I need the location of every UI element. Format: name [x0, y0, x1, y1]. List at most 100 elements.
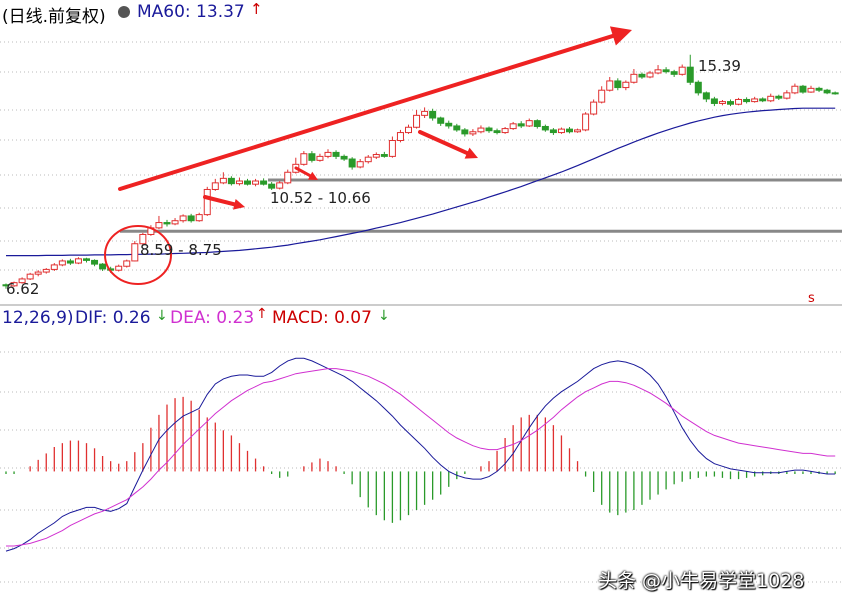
- signal-marker: s: [808, 291, 815, 306]
- candle-down: [670, 71, 678, 75]
- pullback-arrow-2-head: [307, 171, 318, 180]
- candle-down: [461, 129, 469, 135]
- dea-line: [6, 368, 836, 547]
- dea-arrow-icon: ↑: [256, 306, 268, 322]
- candle-up: [735, 98, 743, 105]
- candle-up: [791, 85, 799, 94]
- period-label: (日线.前复权): [2, 7, 106, 27]
- candle-up: [807, 87, 815, 93]
- candle-up: [219, 177, 227, 184]
- candle-down: [380, 154, 388, 157]
- macd-label: MACD: 0.07: [272, 308, 372, 328]
- candle-up: [252, 180, 260, 185]
- candle-up: [356, 161, 364, 168]
- candle-down: [348, 158, 356, 168]
- candle-up: [235, 180, 243, 185]
- ma60-arrow-icon: ↑: [250, 0, 263, 18]
- candle-down: [759, 98, 767, 102]
- candle-down: [799, 85, 807, 93]
- dif-line: [5, 357, 836, 552]
- candle-up: [630, 73, 638, 83]
- candle-down: [831, 92, 839, 95]
- candle-down: [686, 66, 694, 83]
- dea-label: DEA: 0.23: [170, 308, 255, 328]
- breakout-circle: [104, 225, 172, 285]
- candle-down: [702, 92, 710, 100]
- candle-up: [372, 154, 380, 158]
- candle-up: [678, 66, 686, 75]
- candle-up: [751, 98, 759, 103]
- candle-down: [163, 222, 171, 225]
- trend-arrow-head: [609, 26, 632, 46]
- candle-down: [66, 260, 74, 264]
- candle-down: [268, 183, 276, 189]
- candle-down: [727, 101, 734, 105]
- candle-up: [58, 260, 66, 266]
- candle-down: [340, 155, 348, 160]
- candle-up: [155, 222, 163, 229]
- candle-down: [429, 110, 437, 119]
- candle-down: [517, 123, 525, 127]
- candle-up: [606, 80, 614, 91]
- candle-up: [123, 260, 131, 267]
- candle-up: [26, 273, 34, 280]
- dif-label: DIF: 0.26: [75, 308, 151, 328]
- candle-up: [131, 243, 139, 262]
- ma60-label: MA60: 13.37: [137, 2, 245, 22]
- candle-up: [469, 131, 477, 135]
- candle-up: [622, 81, 630, 89]
- candle-down: [493, 130, 501, 134]
- candle-down: [453, 125, 461, 131]
- candle-up: [557, 128, 565, 134]
- candle-up: [284, 171, 292, 184]
- candle-down: [743, 98, 751, 103]
- candle-up: [718, 101, 726, 104]
- dropdown-icon[interactable]: [118, 6, 130, 18]
- candle-up: [203, 188, 211, 216]
- candle-down: [83, 258, 90, 261]
- candle-up: [646, 72, 654, 78]
- candle-down: [541, 125, 549, 131]
- candle-down: [99, 263, 107, 270]
- candle-up: [598, 89, 606, 103]
- ma60-line: [6, 107, 836, 257]
- candle-up: [324, 151, 332, 157]
- candle-up: [388, 140, 396, 157]
- candle-down: [566, 128, 573, 133]
- macd-params: 12,26,9): [2, 308, 74, 328]
- candle-up: [654, 69, 662, 74]
- high-price-label: 15.39: [698, 57, 741, 75]
- support-1-label: 8.59 - 8.75: [140, 241, 222, 259]
- candle-down: [775, 95, 783, 99]
- candle-up: [50, 264, 58, 270]
- candle-up: [300, 153, 308, 165]
- candle-down: [91, 259, 99, 265]
- dif-arrow-icon: ↓: [156, 308, 168, 324]
- candle-up: [501, 128, 509, 134]
- low-price-label: 6.62: [6, 280, 39, 298]
- candle-up: [590, 101, 598, 115]
- candle-up: [276, 182, 284, 189]
- candle-up: [767, 95, 775, 102]
- pullback-arrow-3-head: [464, 147, 478, 159]
- candle-down: [614, 80, 622, 89]
- candle-down: [549, 129, 557, 134]
- candle-up: [783, 92, 791, 99]
- candle-up: [179, 215, 187, 222]
- candle-down: [823, 89, 831, 94]
- candle-up: [115, 265, 123, 271]
- candle-down: [437, 117, 445, 124]
- candle-up: [582, 113, 590, 131]
- candle-up: [405, 126, 412, 134]
- candle-up: [477, 127, 485, 133]
- candle-down: [2, 284, 10, 287]
- trend-arrow-shaft: [118, 33, 615, 191]
- candle-up: [396, 132, 404, 141]
- candle-up: [211, 182, 219, 190]
- candle-up: [74, 258, 82, 264]
- candle-down: [244, 180, 251, 185]
- candle-up: [316, 155, 324, 161]
- candle-down: [533, 120, 541, 127]
- candle-down: [694, 81, 702, 94]
